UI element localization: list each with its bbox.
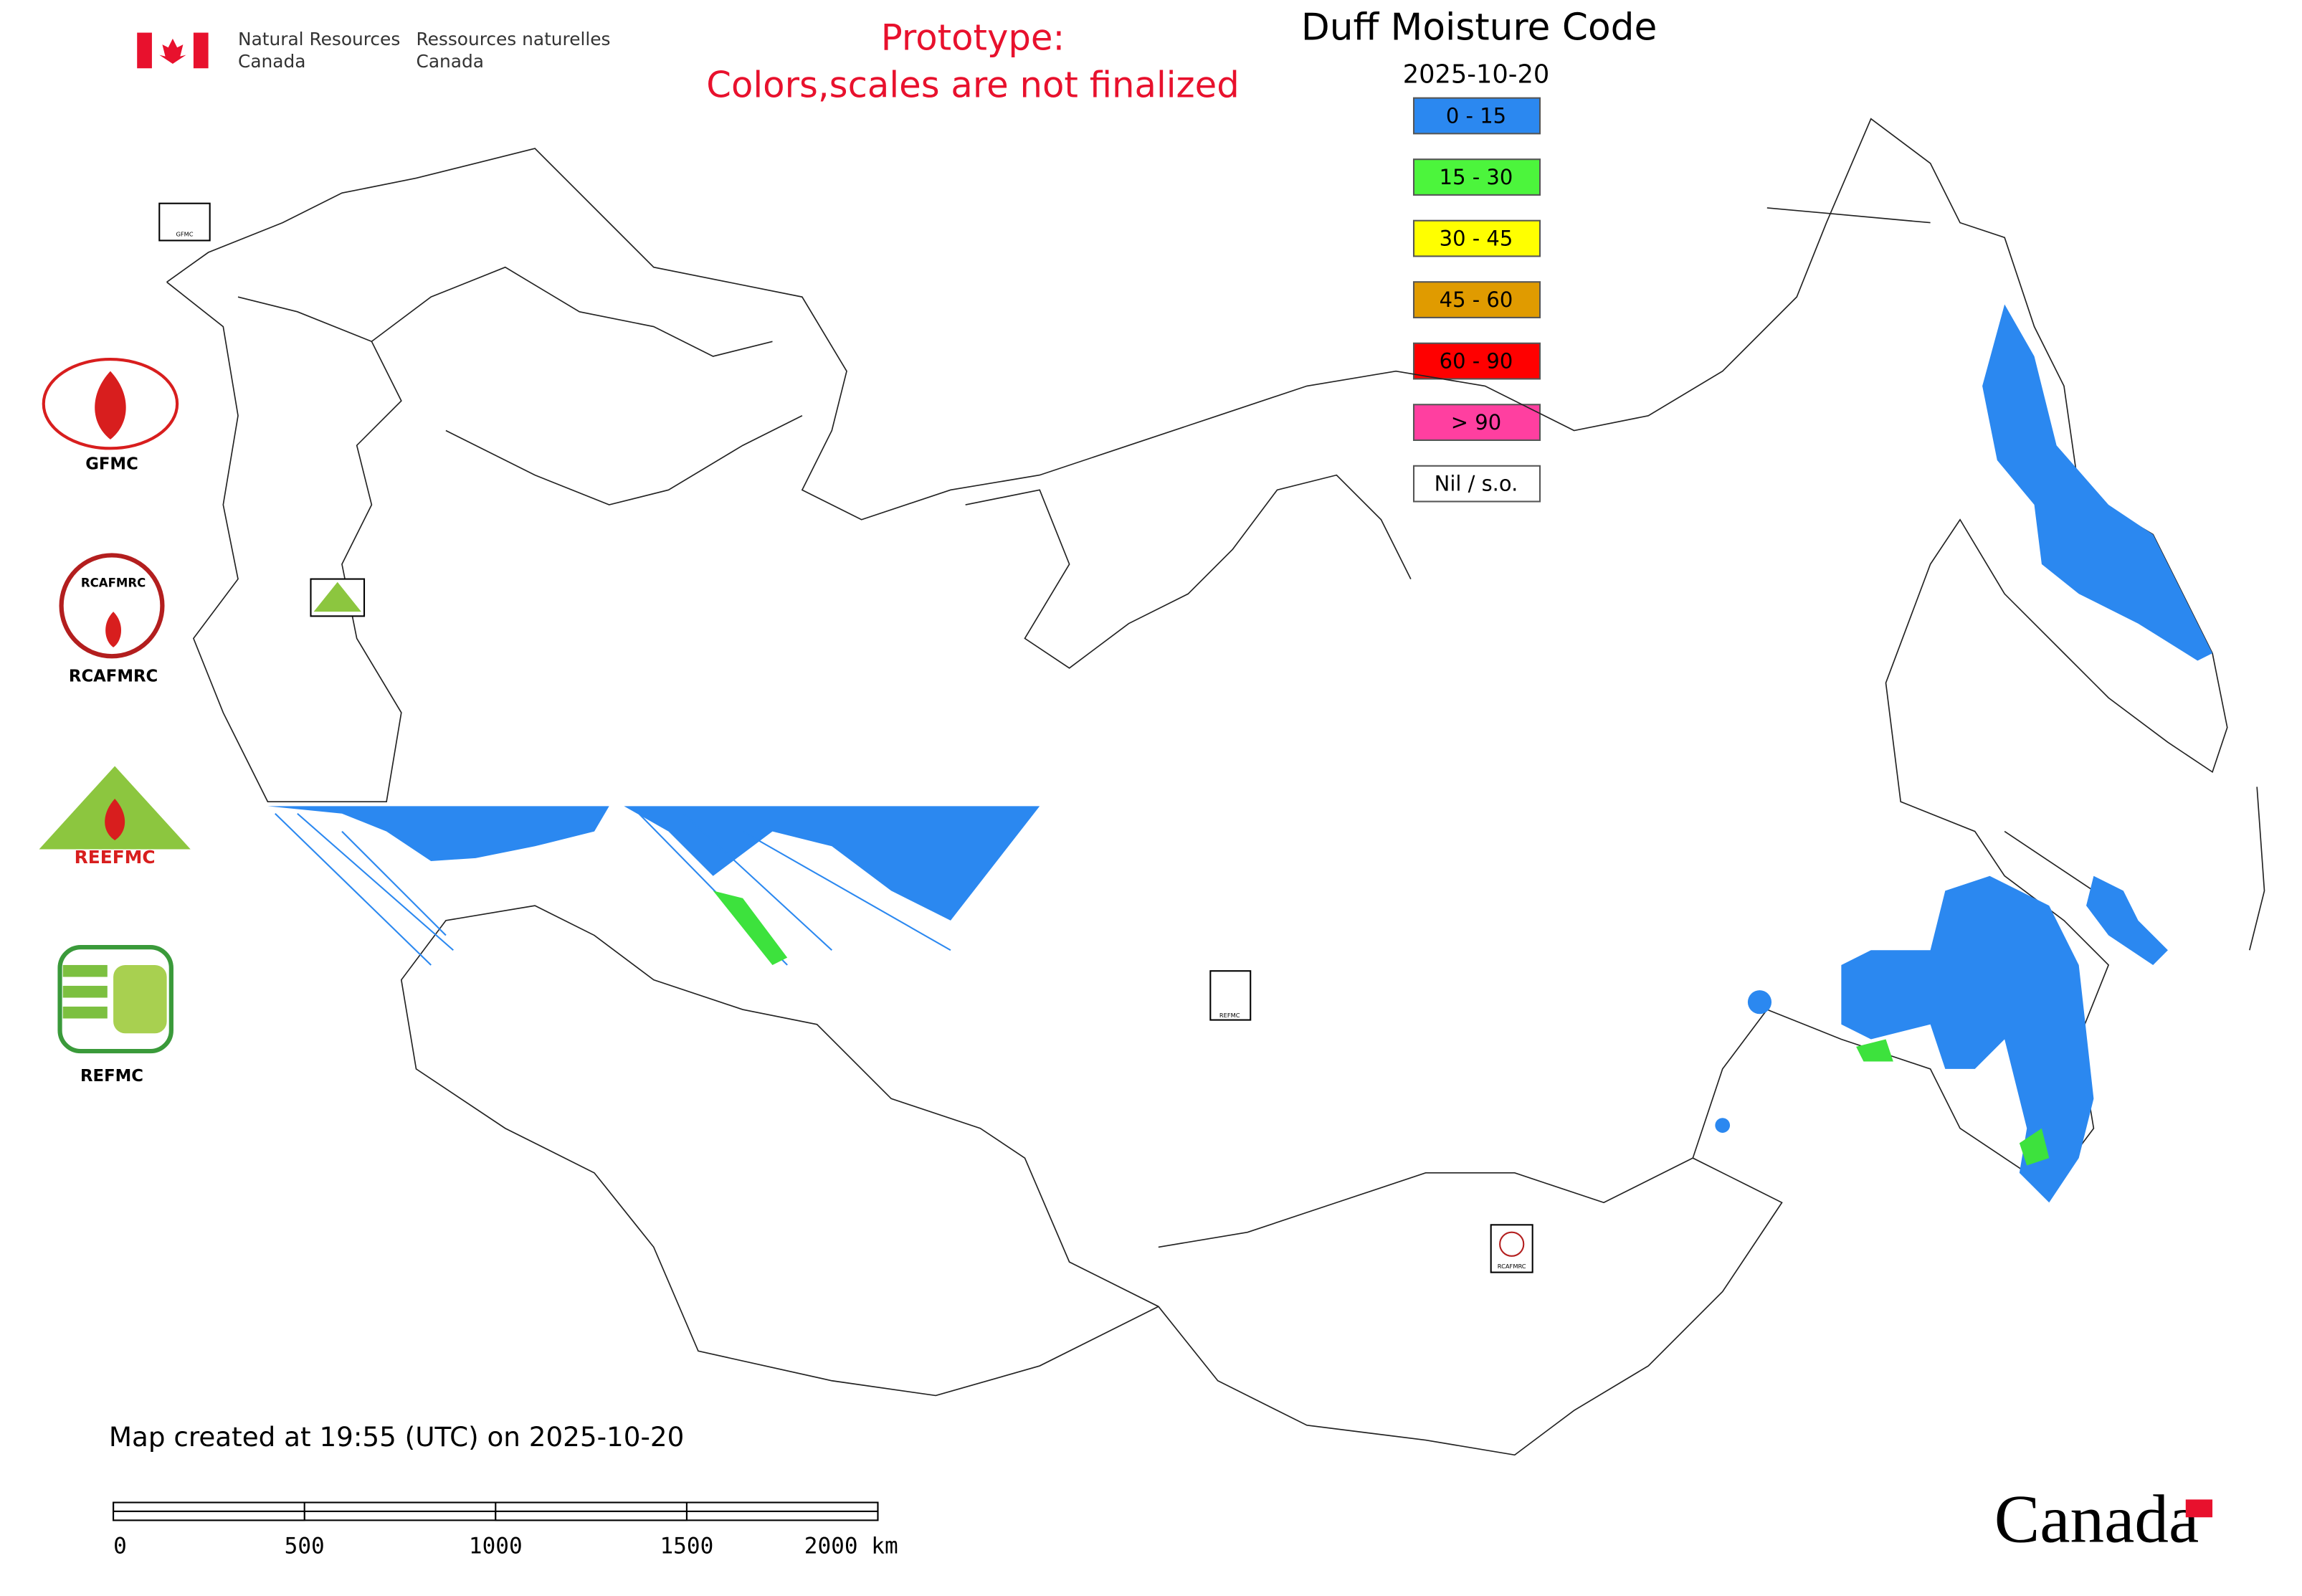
map-title: Duff Moisture Code [1301,6,1657,49]
scale-segment [495,1510,688,1521]
rcafmrc-logo: RCAFMRC RCAFMRC [59,553,165,686]
legend-label: 15 - 30 [1440,165,1513,189]
logo-label: RCAFMRC [81,576,146,589]
scale-bar: 0 500 1000 1500 2000 km [113,1501,898,1559]
legend-label: Nil / s.o. [1435,472,1518,496]
coastlines-borders [166,118,2265,1456]
logo-label: GFMC [85,455,138,474]
legend-label: 30 - 45 [1440,227,1513,251]
marker-label: GFMC [176,231,193,238]
legend-swatch [1412,465,1541,503]
prototype-notice: Prototype: [881,16,1065,58]
logo-label: REFMC [80,1067,143,1086]
map-markers: GFMC REFMC RCAFMRC [158,202,1533,1273]
legend-swatch [1412,342,1541,380]
created-note: Map created at 19:55 (UTC) on 2025-10-20 [109,1421,684,1453]
scale-label: 2000 km [804,1534,898,1559]
refmc-logo: REFMC [57,944,173,1086]
canada-flag [137,32,209,69]
logo-label: REEFMC [75,847,156,868]
scale-label: 1000 [469,1534,523,1559]
legend: 0 - 15 15 - 30 30 - 45 45 - 60 60 - 90 > 90 Ni… [1412,97,1541,503]
legend-swatch [1412,281,1541,318]
legend-label: 0 - 15 [1446,104,1506,128]
reefmc-logo: REEFMC [39,766,191,868]
canada-wordmark: Canada [1994,1481,2199,1557]
legend-swatch [1412,404,1541,441]
gfmc-logo: GFMC [42,358,179,474]
scale-label: 500 [285,1534,325,1559]
marker-label: REFMC [1219,1012,1240,1019]
scale-segment [113,1510,305,1521]
legend-label: > 90 [1451,410,1501,434]
map-date: 2025-10-20 [1403,60,1550,90]
dept-en: Canada [238,51,305,72]
legend-label: 60 - 90 [1440,349,1513,374]
dmc-coverage [267,304,2213,1203]
scale-label: 1500 [660,1534,713,1559]
dept-fr: Canada [417,51,484,72]
wordmark-flag [2185,1499,2213,1518]
dept-fr: Ressources naturelles [417,29,611,49]
legend-swatch [1412,219,1541,257]
scale-label: 0 [113,1534,127,1559]
legend-swatch [1412,97,1541,135]
legend-label: 45 - 60 [1440,288,1513,312]
legend-swatch [1412,158,1541,196]
dept-en: Natural Resources [238,29,400,49]
marker-label: RCAFMRC [1498,1263,1526,1270]
logo-label: RCAFMRC [69,668,158,686]
prototype-notice: Colors,scales are not finalized [706,65,1239,106]
